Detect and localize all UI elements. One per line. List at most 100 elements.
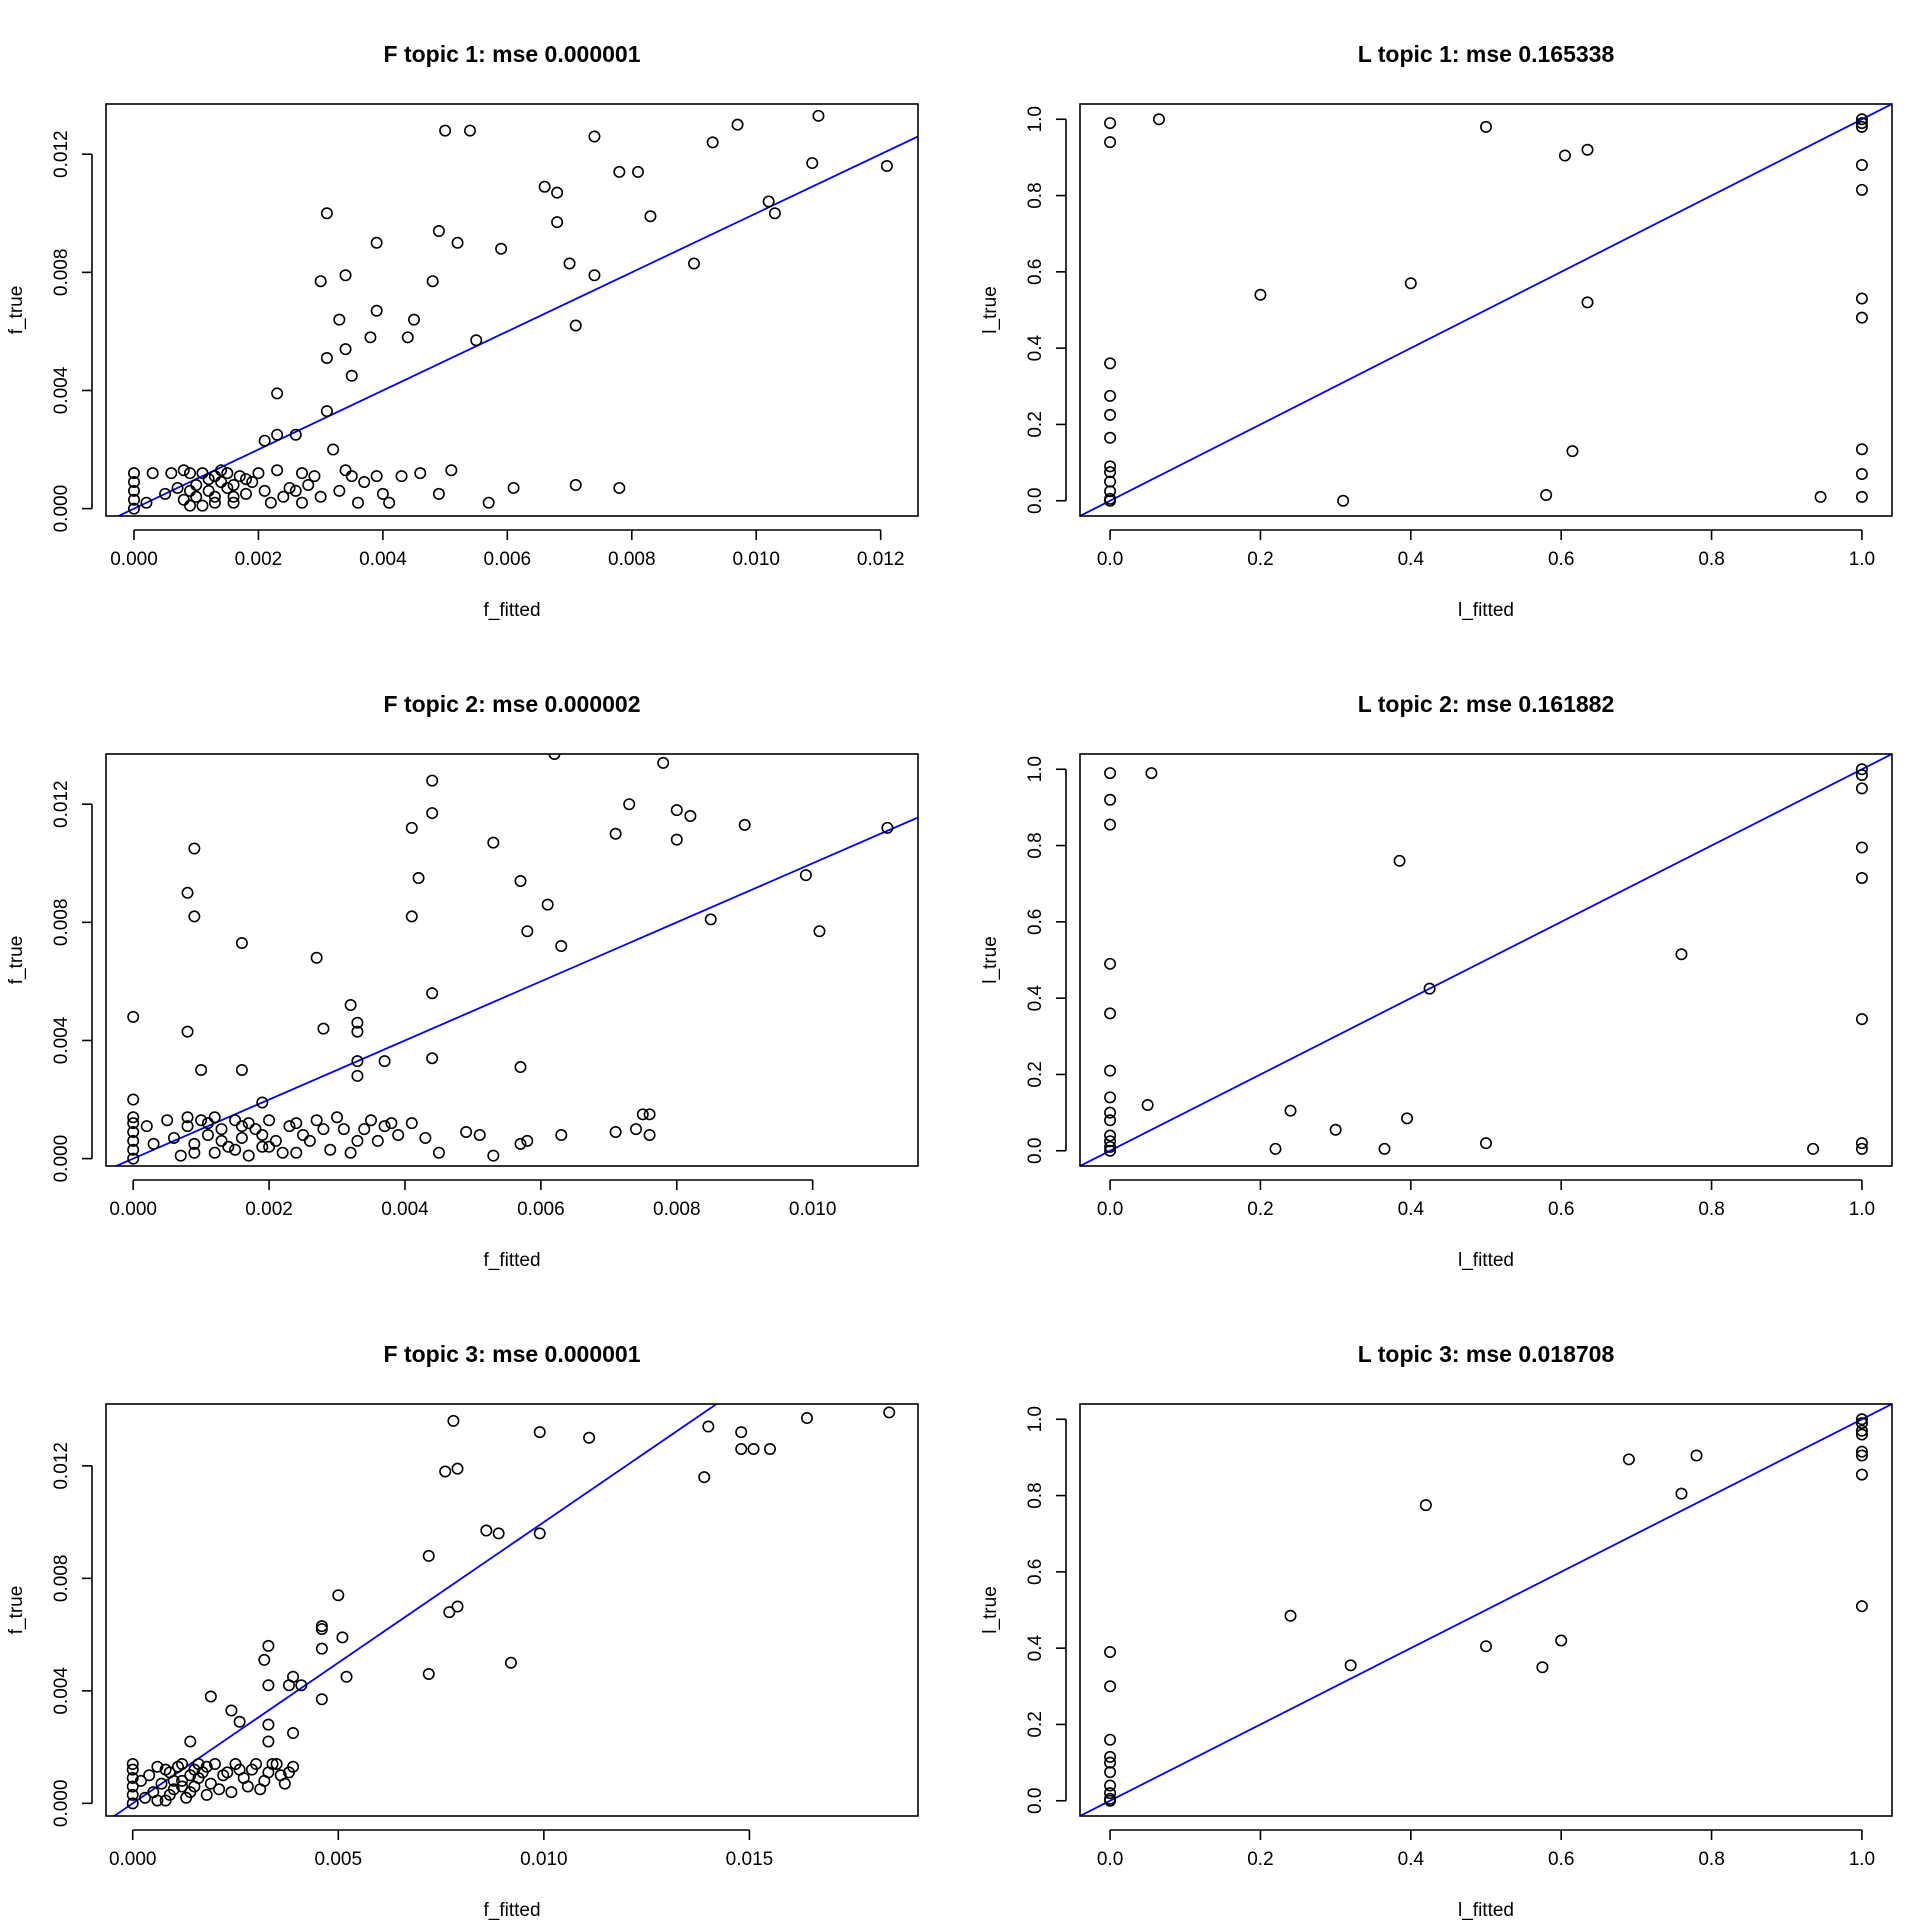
data-point <box>262 1679 275 1692</box>
data-point <box>445 464 458 477</box>
data-point <box>630 1123 643 1136</box>
x-tick-label: 0.2 <box>1247 1849 1273 1870</box>
data-point <box>159 487 172 500</box>
x-tick-label: 0.008 <box>653 1199 701 1220</box>
data-point <box>880 160 893 173</box>
points-layer <box>127 754 894 1165</box>
data-point <box>555 1128 568 1141</box>
plot-area: 0.000 0.002 0.004 0.006 0.008 0.010 0.000 0.004… <box>51 753 919 1220</box>
data-point <box>127 1111 140 1124</box>
data-point <box>492 1527 505 1540</box>
data-point <box>1104 1787 1117 1800</box>
data-point <box>1104 957 1117 970</box>
data-point <box>246 476 259 489</box>
data-point <box>337 1123 350 1136</box>
data-point <box>799 869 812 882</box>
data-point <box>1855 1424 1868 1437</box>
data-point <box>548 754 561 760</box>
data-point <box>332 1589 345 1602</box>
data-point <box>276 1146 289 1159</box>
data-point <box>514 874 527 887</box>
y-tick-label: 0.004 <box>51 1016 72 1064</box>
data-point <box>432 487 445 500</box>
data-point <box>229 1143 242 1156</box>
data-point <box>127 1117 140 1130</box>
data-point <box>184 1735 197 1748</box>
y-axis-label: f_true <box>6 1586 27 1635</box>
plot-frame <box>1079 1403 1893 1817</box>
x-tick-label: 0.6 <box>1548 1199 1574 1220</box>
y-tick-label: 0.012 <box>51 130 72 178</box>
data-point <box>1404 277 1417 290</box>
y-tick-label: 0.8 <box>1025 832 1046 858</box>
data-point <box>1855 1600 1868 1613</box>
points-layer <box>126 1406 896 1810</box>
data-point <box>269 1134 282 1147</box>
y-tick-label: 0.4 <box>1025 335 1046 362</box>
data-point <box>277 490 290 503</box>
data-point <box>1104 1779 1117 1792</box>
data-point <box>482 496 495 509</box>
data-point <box>1855 1449 1868 1462</box>
data-point <box>800 1412 813 1425</box>
data-point <box>514 1061 527 1074</box>
data-point <box>422 1549 435 1562</box>
data-point <box>1104 431 1117 444</box>
data-point <box>295 1679 308 1692</box>
data-point <box>514 1137 527 1150</box>
data-point <box>128 502 141 515</box>
data-point <box>271 387 284 400</box>
data-point <box>551 216 564 229</box>
data-point <box>201 1128 214 1141</box>
data-point <box>155 1777 168 1790</box>
panel-l-topic-3: L topic 3: mse 0.018708 l_fitted l_true … <box>980 1341 1893 1920</box>
data-point <box>208 470 221 483</box>
data-point <box>1622 1453 1635 1466</box>
data-point <box>195 1064 208 1077</box>
y-tick-label: 0.2 <box>1025 1711 1046 1737</box>
data-point <box>1855 443 1868 456</box>
data-point <box>358 1123 371 1136</box>
data-point <box>1855 1413 1868 1426</box>
y-tick-label: 1.0 <box>1025 1406 1046 1432</box>
data-point <box>1104 357 1117 370</box>
data-point <box>215 1123 228 1136</box>
data-point <box>439 124 452 137</box>
x-axis-label: l_fitted <box>1458 1250 1514 1271</box>
x-axis-label: f_fitted <box>483 1250 540 1271</box>
data-point <box>233 470 246 483</box>
data-point <box>1480 120 1493 133</box>
data-point <box>139 1791 152 1804</box>
y-tick-label: 0.000 <box>51 1135 72 1183</box>
data-point <box>687 257 700 270</box>
data-point <box>1104 1140 1117 1153</box>
fit-line <box>116 135 918 516</box>
data-point <box>555 939 568 952</box>
data-point <box>378 1120 391 1133</box>
data-point <box>331 1111 344 1124</box>
data-point <box>256 1140 269 1153</box>
data-point <box>1855 159 1868 172</box>
data-point <box>412 872 425 885</box>
data-point <box>407 313 420 326</box>
data-point <box>140 1120 153 1133</box>
fit-line <box>1080 1404 1892 1816</box>
data-point <box>310 951 323 964</box>
data-point <box>1540 489 1553 502</box>
data-point <box>731 118 744 131</box>
data-point <box>181 1120 194 1133</box>
data-point <box>392 1128 405 1141</box>
data-point <box>1104 466 1117 479</box>
data-point <box>340 1670 353 1683</box>
data-point <box>1337 494 1350 507</box>
x-tick-label: 0.4 <box>1398 1849 1425 1870</box>
x-tick-label: 0.006 <box>517 1199 565 1220</box>
data-point <box>631 165 644 178</box>
data-point <box>480 1524 493 1537</box>
data-point <box>297 1128 310 1141</box>
data-point <box>126 1788 139 1801</box>
data-point <box>245 1763 258 1776</box>
data-point <box>1855 183 1868 196</box>
data-point <box>254 1783 267 1796</box>
y-tick-label: 0.012 <box>51 780 72 828</box>
